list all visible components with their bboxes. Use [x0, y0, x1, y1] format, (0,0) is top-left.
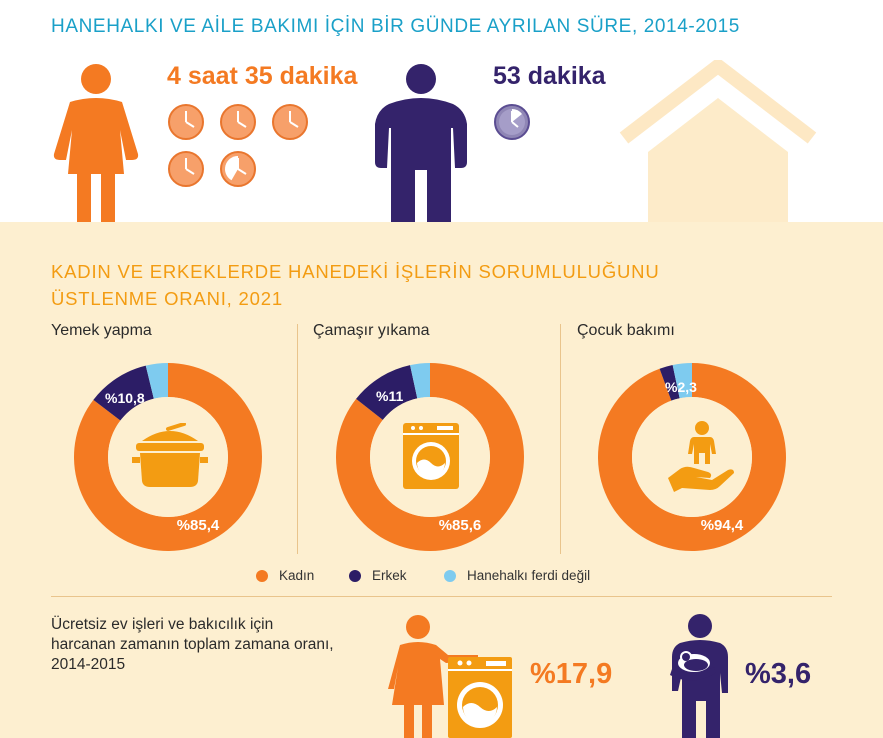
chart-title-laundry: Çamaşır yıkama [313, 322, 430, 339]
women-time: 4 saat 35 dakika [167, 62, 358, 90]
clock-icon [168, 104, 204, 140]
donut-slice-other [672, 363, 692, 399]
chart-title-childcare: Çocuk bakımı [577, 322, 675, 339]
legend-label: Erkek [372, 568, 407, 583]
clock-icon [272, 104, 308, 140]
pot-icon [132, 423, 208, 487]
divider [560, 324, 561, 554]
data-label-woman: %94,4 [701, 517, 744, 534]
data-label-man: %2,3 [665, 379, 697, 395]
legend-item-man: Erkek [349, 568, 407, 583]
woman-icon [53, 64, 139, 222]
washing-machine-icon [403, 423, 459, 489]
legend-swatch [349, 569, 361, 582]
women-clocks [167, 103, 317, 193]
donut-slice-man [659, 365, 680, 401]
men-time: 53 dakika [493, 62, 606, 90]
women-percentage: %17,9 [530, 658, 613, 690]
legend-swatch [444, 569, 456, 582]
donut-slice-woman [336, 363, 524, 551]
clock-icon [168, 151, 204, 187]
header-title: HANEHALKI VE AİLE BAKIMI İÇİN BİR GÜNDE … [51, 16, 740, 37]
donut-charts: %85,4 %10,8 %85,6 %11 %94,4 %2,3 [74, 363, 786, 551]
data-label-woman: %85,6 [439, 517, 482, 534]
clock-icon [494, 104, 530, 140]
data-label-woman: %85,4 [177, 517, 220, 534]
legend-item-other: Hanehalkı ferdi değil [444, 568, 590, 583]
divider [51, 596, 832, 597]
men-percentage: %3,6 [745, 658, 812, 690]
legend-item-woman: Kadın [256, 568, 314, 583]
donut-slice-man [356, 365, 418, 420]
donut-slice-other [410, 363, 430, 399]
woman-laundry-icon [388, 615, 512, 738]
donut-slice-woman [74, 363, 263, 551]
section-title-line1: KADIN VE ERKEKLERDE HANEDEKİ İŞLERİN SOR… [51, 261, 660, 282]
data-label-man: %11 [376, 388, 403, 404]
father-baby-icon [670, 614, 728, 738]
donut-slice-man [93, 365, 154, 421]
donut-slice-other [145, 363, 168, 399]
legend-label: Hanehalkı ferdi değil [467, 568, 591, 583]
divider [297, 324, 298, 554]
legend-swatch [256, 569, 268, 582]
section-title-line2: ÜSTLENME ORANI, 2021 [51, 288, 283, 309]
chart-title-cooking: Yemek yapma [51, 322, 152, 339]
donut-slice-woman [597, 363, 786, 551]
footer-note: Ücretsiz ev işleri ve bakıcılık için har… [51, 616, 334, 673]
child-care-icon [668, 421, 734, 492]
data-label-man: %10,8 [105, 390, 145, 406]
legend-label: Kadın [279, 568, 315, 583]
clock-icon [220, 104, 256, 140]
clock-icon [220, 151, 256, 187]
donut-hole [632, 397, 752, 517]
section-title: KADIN VE ERKEKLERDE HANEDEKİ İŞLERİN SOR… [51, 258, 660, 312]
house-icon [619, 60, 817, 222]
man-icon [375, 64, 467, 222]
